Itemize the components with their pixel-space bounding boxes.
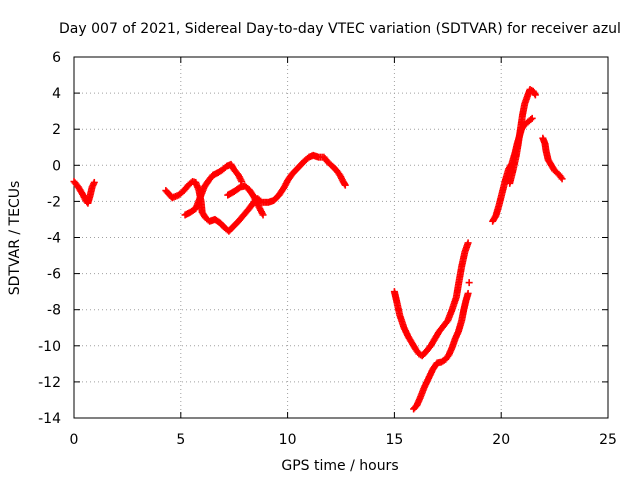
y-tick-label: 4 bbox=[52, 86, 61, 102]
data-points bbox=[70, 85, 566, 413]
y-tick-label: -4 bbox=[47, 231, 61, 247]
y-tick-label: 6 bbox=[52, 50, 61, 66]
axis-ticks bbox=[73, 56, 609, 419]
data-point bbox=[558, 175, 566, 183]
y-tick-label: -8 bbox=[47, 303, 61, 319]
y-tick-label: -6 bbox=[47, 267, 61, 283]
y-tick-label: -2 bbox=[47, 194, 61, 210]
data-point bbox=[90, 178, 98, 186]
x-tick-label: 0 bbox=[70, 432, 79, 448]
x-tick-label: 10 bbox=[279, 432, 297, 448]
x-axis-label: GPS time / hours bbox=[281, 458, 398, 474]
y-tick-label: -10 bbox=[38, 339, 61, 355]
x-tick-label: 15 bbox=[385, 432, 403, 448]
data-point bbox=[527, 116, 535, 124]
y-tick-label: 2 bbox=[52, 122, 61, 138]
data-point bbox=[259, 211, 267, 219]
data-point bbox=[341, 181, 349, 189]
x-tick-labels: 0 5 10 15 20 25 bbox=[70, 432, 617, 448]
y-axis-label: SDTVAR / TECUs bbox=[7, 181, 23, 296]
data-point bbox=[465, 279, 473, 287]
data-point bbox=[464, 239, 472, 247]
data-point bbox=[528, 114, 536, 122]
y-tick-label: 0 bbox=[52, 158, 61, 174]
grid-lines bbox=[74, 57, 608, 418]
y-tick-label: -14 bbox=[38, 411, 61, 427]
y-tick-label: -12 bbox=[38, 375, 61, 391]
x-tick-label: 25 bbox=[599, 432, 617, 448]
data-point bbox=[464, 289, 472, 297]
data-point bbox=[531, 91, 539, 99]
x-tick-label: 5 bbox=[176, 432, 185, 448]
x-tick-label: 20 bbox=[492, 432, 510, 448]
y-tick-labels: -14 -12 -10 -8 -6 -4 -2 0 2 4 6 bbox=[38, 50, 61, 427]
data-point bbox=[557, 173, 565, 181]
chart-title: Day 007 of 2021, Sidereal Day-to-day VTE… bbox=[59, 21, 621, 37]
